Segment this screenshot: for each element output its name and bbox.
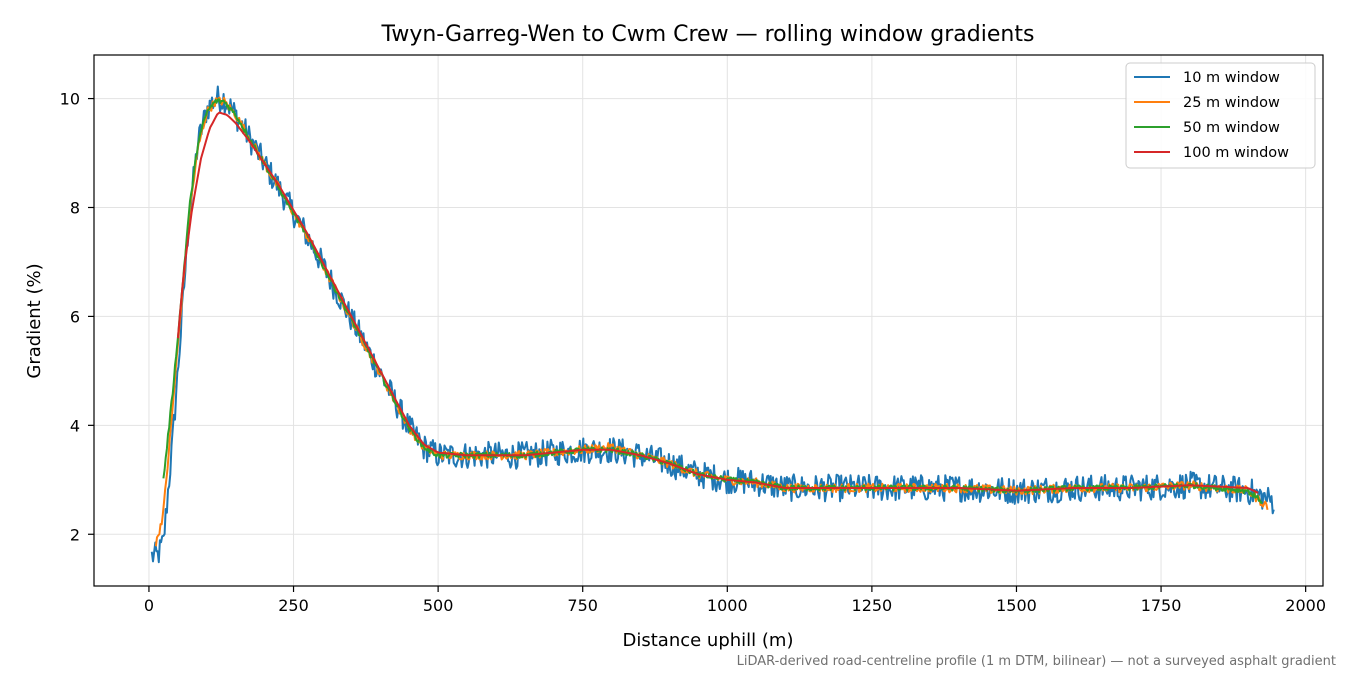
x-tick-label: 1250: [852, 596, 893, 615]
chart-title: Twyn-Garreg-Wen to Cwm Crew — rolling wi…: [381, 22, 1035, 47]
grid-lines: [94, 55, 1323, 586]
series-line-1: [150, 85, 1275, 564]
y-tick-label: 2: [70, 525, 80, 544]
y-tick-label: 10: [60, 90, 80, 109]
x-tick-label: 500: [423, 596, 454, 615]
x-tick-label: 1000: [707, 596, 748, 615]
legend-label: 10 m window: [1183, 70, 1280, 86]
x-tick-label: 1750: [1141, 596, 1182, 615]
legend-box: [1125, 62, 1316, 169]
footnote: LiDAR-derived road-centreline profile (1…: [737, 654, 1336, 669]
series-line-3: [162, 98, 1263, 504]
legend-label: 25 m window: [1183, 95, 1280, 111]
x-tick-label: 2000: [1285, 596, 1326, 615]
x-tick-label: 750: [567, 596, 598, 615]
series-line-4: [176, 111, 1259, 494]
y-tick-label: 4: [70, 416, 80, 435]
y-tick-label: 8: [70, 198, 80, 217]
x-tick-label: 0: [144, 596, 154, 615]
x-axis-ticks: 0 250 500 750 1000 1250 1500 1750 2000: [144, 586, 1326, 615]
plot-frame: [93, 54, 1324, 587]
x-axis-label: Distance uphill (m): [623, 630, 794, 651]
y-axis-ticks: 2 4 6 8 10: [60, 90, 94, 544]
legend: 10 m window 25 m window 50 m window 100 m w…: [1125, 62, 1316, 169]
legend-label: 100 m window: [1183, 145, 1289, 161]
y-tick-label: 6: [70, 307, 80, 326]
legend-label: 50 m window: [1183, 120, 1280, 136]
x-tick-label: 1500: [996, 596, 1037, 615]
x-tick-label: 250: [278, 596, 309, 615]
y-axis-label: Gradient (%): [24, 263, 45, 378]
plot-area: [150, 85, 1275, 564]
